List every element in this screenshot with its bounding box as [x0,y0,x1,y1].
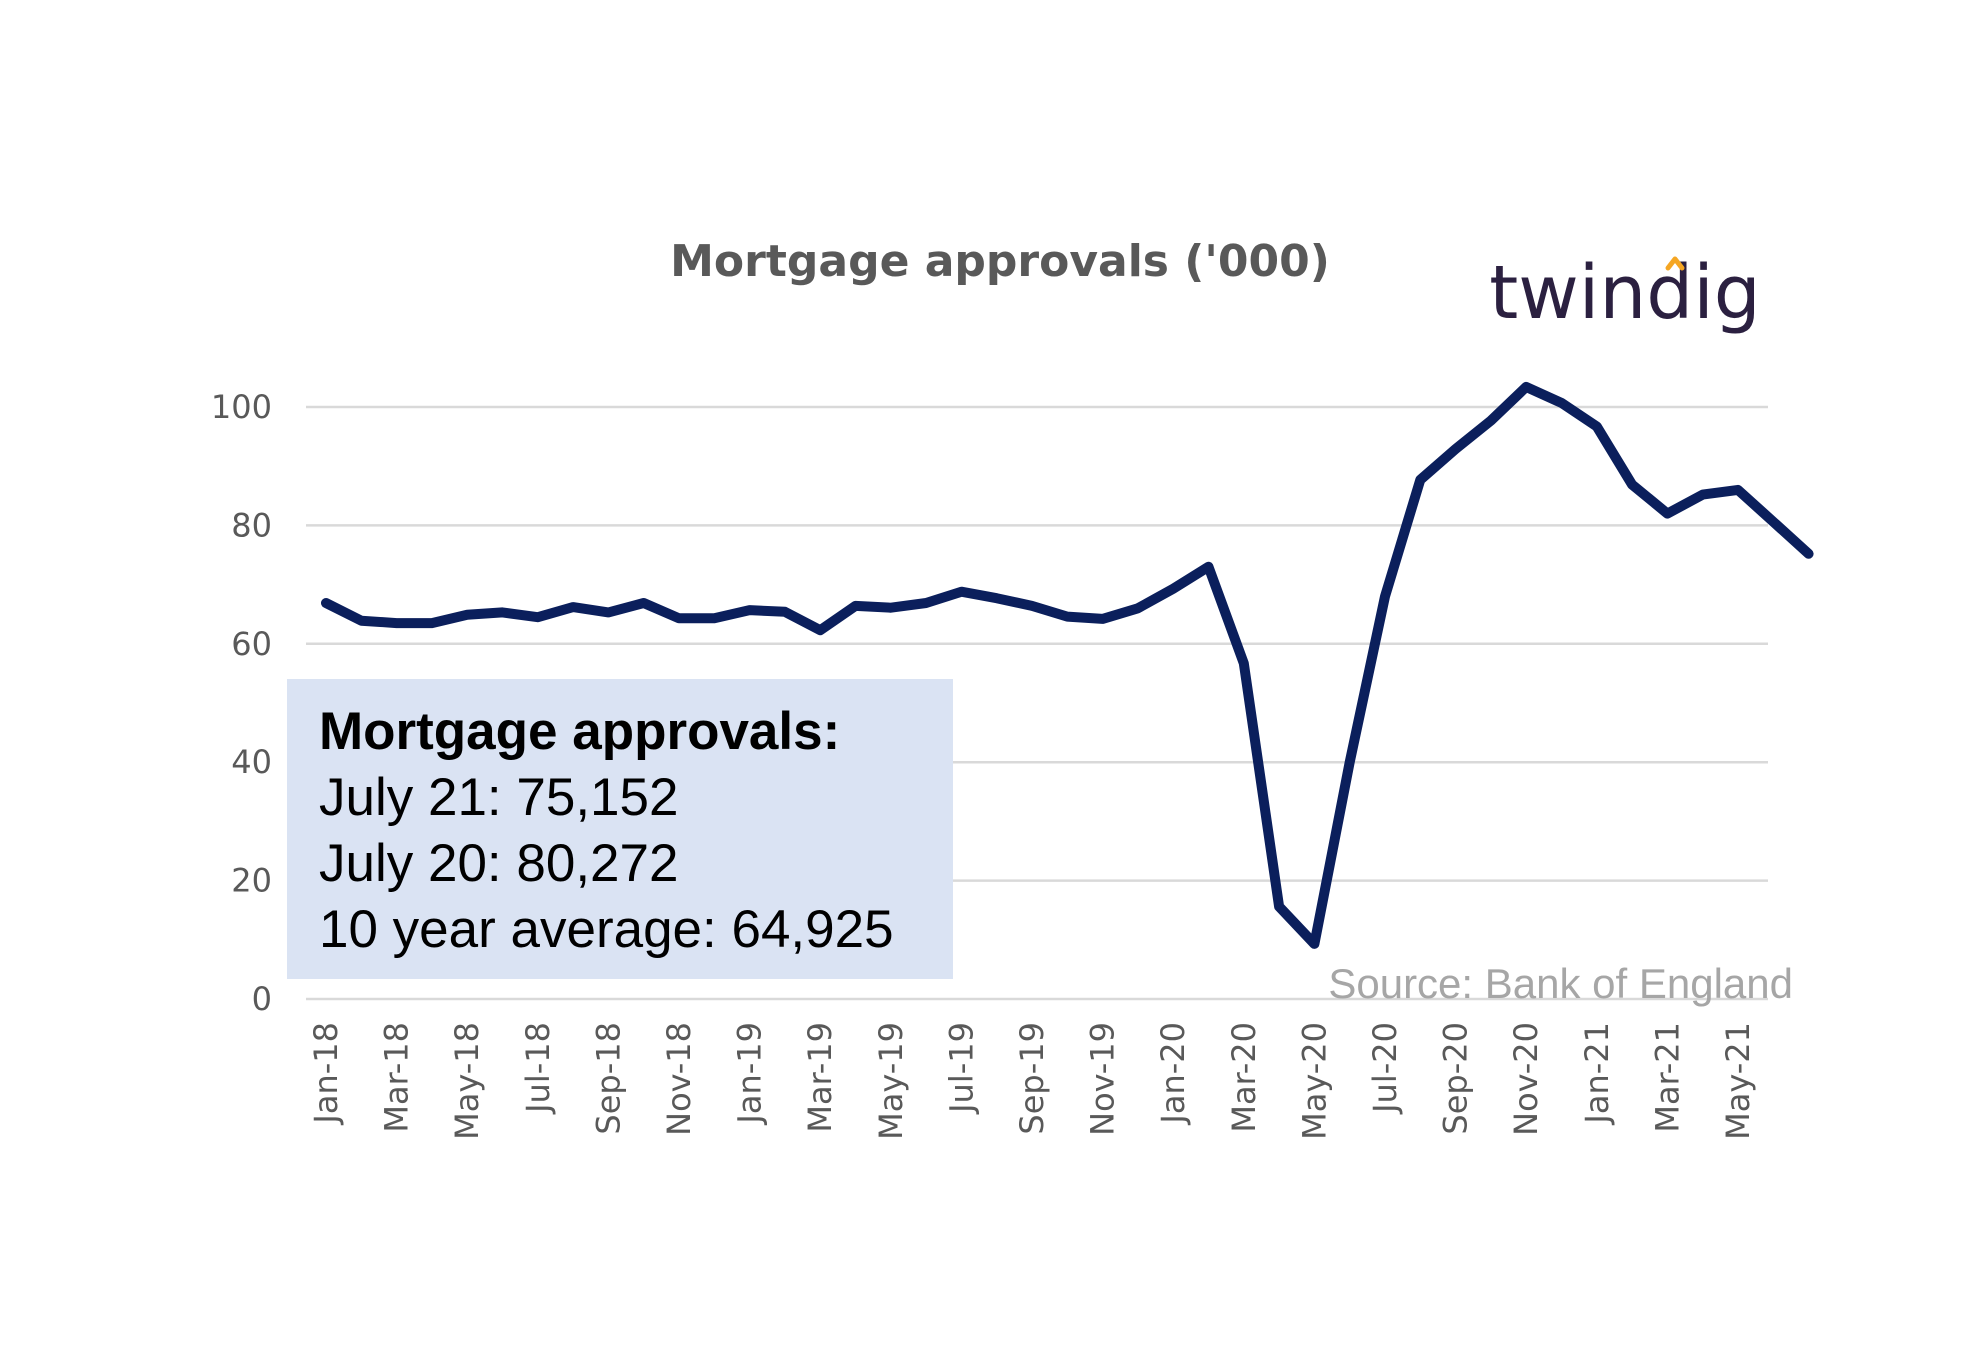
info-box-line-july-20: July 20: 80,272 [319,834,679,893]
y-tick-label-80: 80 [231,506,272,544]
x-axis-tick-labels: Jan-18 Mar-18 May-18 Jul-18 Sep-18 Nov-18 Jan-… [307,1022,1757,1140]
x-tick-label-jan-19: Jan-19 [731,1022,769,1126]
y-tick-label-100: 100 [211,388,272,426]
series-line-mortgage-approvals [321,381,1814,949]
info-box-heading: Mortgage approvals: [319,702,841,761]
info-box-line-ten-year-average: 10 year average: 64,925 [319,900,894,959]
x-tick-label-nov-18: Nov-18 [660,1022,698,1136]
y-tick-label-20: 20 [231,862,272,900]
x-tick-label-jul-19: Jul-19 [942,1022,980,1115]
x-tick-label-nov-19: Nov-19 [1084,1022,1122,1136]
logo-accent-chevron-icon [1665,256,1685,271]
x-tick-label-sep-18: Sep-18 [589,1022,627,1135]
x-tick-label-mar-21: Mar-21 [1648,1022,1686,1133]
x-tick-label-sep-20: Sep-20 [1437,1022,1475,1135]
info-box-line-july-21: July 21: 75,152 [319,768,679,827]
twindig-logo: twindig [1489,250,1761,336]
x-tick-label-sep-19: Sep-19 [1013,1022,1051,1135]
y-axis-tick-labels: 0 20 40 60 80 100 [211,388,272,1018]
x-tick-label-may-21: May-21 [1719,1022,1757,1140]
x-tick-label-may-19: May-19 [872,1022,910,1140]
x-tick-label-mar-20: Mar-20 [1225,1022,1263,1133]
x-tick-label-mar-18: Mar-18 [378,1022,416,1133]
chart-title: Mortgage approvals ('000) [670,236,1330,287]
x-tick-label-jul-18: Jul-18 [519,1022,557,1115]
x-tick-label-may-18: May-18 [448,1022,486,1140]
source-note: Source: Bank of England [1328,960,1793,1007]
y-tick-label-60: 60 [231,625,272,663]
y-tick-label-40: 40 [231,743,272,781]
logo-text: twindig [1489,250,1761,336]
x-tick-label-mar-19: Mar-19 [801,1022,839,1133]
x-tick-label-jan-20: Jan-20 [1154,1022,1192,1126]
x-tick-label-nov-20: Nov-20 [1507,1022,1545,1136]
x-tick-label-may-20: May-20 [1295,1022,1333,1140]
x-tick-label-jan-18: Jan-18 [307,1022,345,1126]
x-tick-label-jan-21: Jan-21 [1578,1022,1616,1126]
info-box: Mortgage approvals: July 21: 75,152 July… [287,679,953,979]
x-tick-label-jul-20: Jul-20 [1366,1022,1404,1115]
y-tick-label-0: 0 [252,980,272,1018]
